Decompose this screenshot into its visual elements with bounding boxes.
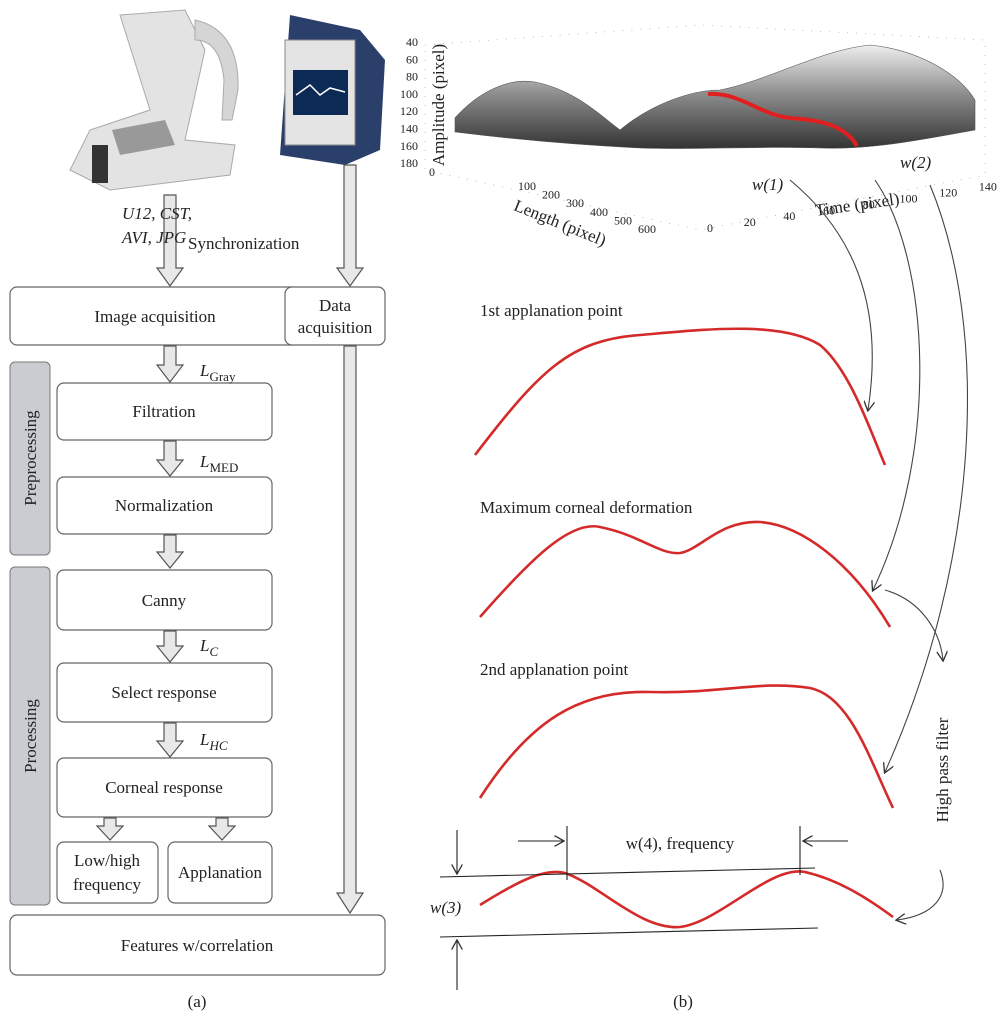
edge-sub: C [209,644,218,659]
node-label: acquisition [298,318,373,337]
curve [480,686,893,808]
tick-label: 400 [590,205,608,219]
tick-label: 80 [406,70,418,84]
tick-label: 200 [542,188,560,202]
edge-sub: MED [209,460,238,475]
tick-label: 80 [863,197,875,211]
node-label: frequency [73,875,141,894]
figure: Preprocessing Processing Image acquisiti… [0,0,1003,1019]
curve [475,329,885,465]
tick-label: 120 [939,186,957,200]
axis-label: Amplitude (pixel) [429,44,448,166]
node-label: Canny [142,591,187,610]
curve-title: 2nd applanation point [480,660,629,679]
node-label: Applanation [178,863,263,882]
tick-label: 100 [400,87,418,101]
node-label: Features w/correlation [121,936,274,955]
node-label: Normalization [115,496,214,515]
curve [480,522,890,627]
edge-symbol: L [199,361,209,380]
edge-symbol: L [199,452,209,471]
node-label: Select response [111,683,216,702]
tick-label: 180 [400,156,418,170]
filter-label: High pass filter [933,717,952,822]
format-label: AVI, JPG [121,228,186,247]
tick-label: 120 [400,104,418,118]
marker-label: w(2) [900,153,932,172]
node-label: Image acquisition [94,307,216,326]
tick-label: 0 [429,165,435,179]
tick-label: 300 [566,196,584,210]
device-images [70,10,385,190]
node-label: Corneal response [105,778,223,797]
marker-label: w(1) [752,175,784,194]
sync-label: Synchronization [188,234,300,253]
tick-label: 140 [979,180,997,194]
edge-label: LMED [199,452,238,475]
format-label: U12, CST, [122,204,192,223]
edge-sub: Gray [209,369,235,384]
curve-title: Maximum corneal deformation [480,498,693,517]
tick-label: 60 [406,52,418,66]
group-label: Processing [21,699,40,773]
edge-label: LHC [199,730,228,753]
tick-label: 600 [638,222,656,236]
tick-label: 160 [400,139,418,153]
tick-label: 140 [400,122,418,136]
amplitude-label: w(3) [430,898,462,917]
node-label: Low/high [74,851,141,870]
curve-title: 1st applanation point [480,301,623,320]
edge-sub: HC [208,738,227,753]
node-label: Filtration [132,402,196,421]
tick-label: 40 [406,35,418,49]
node-label: Data [319,296,352,315]
tick-label: 40 [783,209,795,223]
edge-label: LGray [199,361,236,384]
tick-label: 500 [614,213,632,227]
group-label: Preprocessing [21,410,40,506]
caption: (a) [188,992,207,1011]
tick-label: 100 [518,179,536,193]
tick-label: 20 [744,215,756,229]
caption: (b) [673,992,693,1011]
tick-label: 100 [900,192,918,206]
edge-symbol: L [199,636,209,655]
frequency-label: w(4), frequency [626,834,735,853]
tick-label: 0 [707,221,713,235]
edge-label: LC [199,636,218,659]
curve [480,871,893,927]
edge-symbol: L [199,730,209,749]
